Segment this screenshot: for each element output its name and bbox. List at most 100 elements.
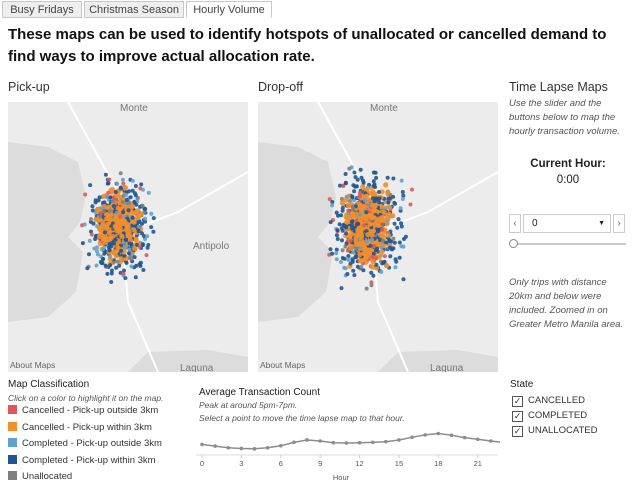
point[interactable] [213,444,217,448]
point[interactable] [357,440,362,445]
state-option[interactable]: ✓ COMPLETED [512,409,587,423]
point[interactable] [344,441,349,445]
map-point [145,234,150,239]
map-point [397,240,402,245]
map-point [393,201,397,206]
map-point [340,256,345,260]
point[interactable] [423,433,428,437]
map-point [367,221,373,227]
map-point [132,255,137,260]
map-point [361,250,367,256]
tab[interactable]: Christmas Season [84,1,184,18]
legend-item[interactable]: Completed - Pick-up within 3km [8,454,156,468]
map-point [118,171,123,176]
map-point [376,241,382,247]
state-option[interactable]: ✓ CANCELLED [512,394,585,408]
point[interactable] [305,438,309,442]
x-tick-label: 6 [279,459,283,468]
map-point [101,236,107,242]
map-point [107,247,112,252]
map-point [378,232,384,238]
legend-item[interactable]: Unallocated [8,470,72,484]
point[interactable] [278,443,283,448]
map-point [142,234,146,238]
point[interactable] [265,446,270,450]
map-point [370,237,375,242]
point[interactable] [384,439,388,444]
point[interactable] [449,433,454,438]
map-point [358,237,364,243]
point[interactable] [331,440,336,445]
prev-button[interactable]: ‹ [509,214,521,233]
map-point [123,245,128,250]
map-point [349,223,354,228]
map-point [346,257,351,262]
state-option[interactable]: ✓ UNALLOCATED [512,424,598,438]
point[interactable] [489,439,493,443]
map-point [371,196,376,201]
legend-item[interactable]: Cancelled - Pick-up within 3km [8,421,152,435]
legend-item[interactable]: Completed - Pick-up outside 3km [8,437,162,451]
map-point [343,180,348,185]
map[interactable]: Monte Laguna About Maps [258,102,498,372]
map-point [362,198,367,203]
map-point [96,252,100,257]
map-point [370,255,375,259]
map-point [339,213,344,218]
note: Only trips with distance 20km and below … [509,277,624,330]
line-chart[interactable]: Average Transaction Count Peak at around … [190,380,500,488]
map-point [339,200,345,206]
map-point [343,172,348,176]
tab[interactable]: Hourly Volume [186,1,272,18]
map-point [122,185,128,191]
dropdown[interactable]: 0 ▼ [523,214,611,233]
point[interactable] [200,442,204,447]
map-point [133,237,139,243]
map-point [121,271,126,276]
map-point [104,216,110,222]
map-point [113,237,118,242]
point[interactable] [239,446,244,451]
map-point [347,166,352,171]
slider-handle[interactable] [509,239,518,248]
map-point [393,265,398,270]
tab[interactable]: Busy Fridays [2,1,82,18]
map-point [128,195,133,200]
map-point [391,194,396,199]
map-point [400,197,405,201]
point[interactable] [226,446,231,450]
map-point [328,247,333,252]
map-point [340,238,344,243]
point[interactable] [318,439,322,443]
map-point [345,202,351,208]
map-point [338,183,342,188]
map-point [355,177,360,182]
next-button[interactable]: › [613,214,625,233]
point[interactable] [462,435,467,440]
point[interactable] [292,440,296,445]
map-point [361,180,366,185]
map-point [374,262,379,267]
map-point [115,181,119,186]
map-point [353,246,358,251]
map-point [353,175,358,180]
map-point [126,228,132,234]
map-point [102,209,106,214]
place-label: Monte [120,103,148,114]
line [201,432,500,450]
point[interactable] [252,447,257,451]
point[interactable] [436,431,441,436]
legend-item[interactable]: Cancelled - Pick-up outside 3km [8,404,158,418]
point[interactable] [410,435,414,440]
point[interactable] [475,437,480,442]
map[interactable]: Monte Antipolo Laguna About Maps [8,102,248,372]
map-point [85,266,90,271]
map-point [131,227,137,233]
map-point [354,232,360,238]
point[interactable] [397,438,401,442]
map-point [364,286,369,291]
point[interactable] [370,440,375,445]
map-point [345,272,350,276]
map-point [95,249,99,254]
map-point [127,247,132,252]
